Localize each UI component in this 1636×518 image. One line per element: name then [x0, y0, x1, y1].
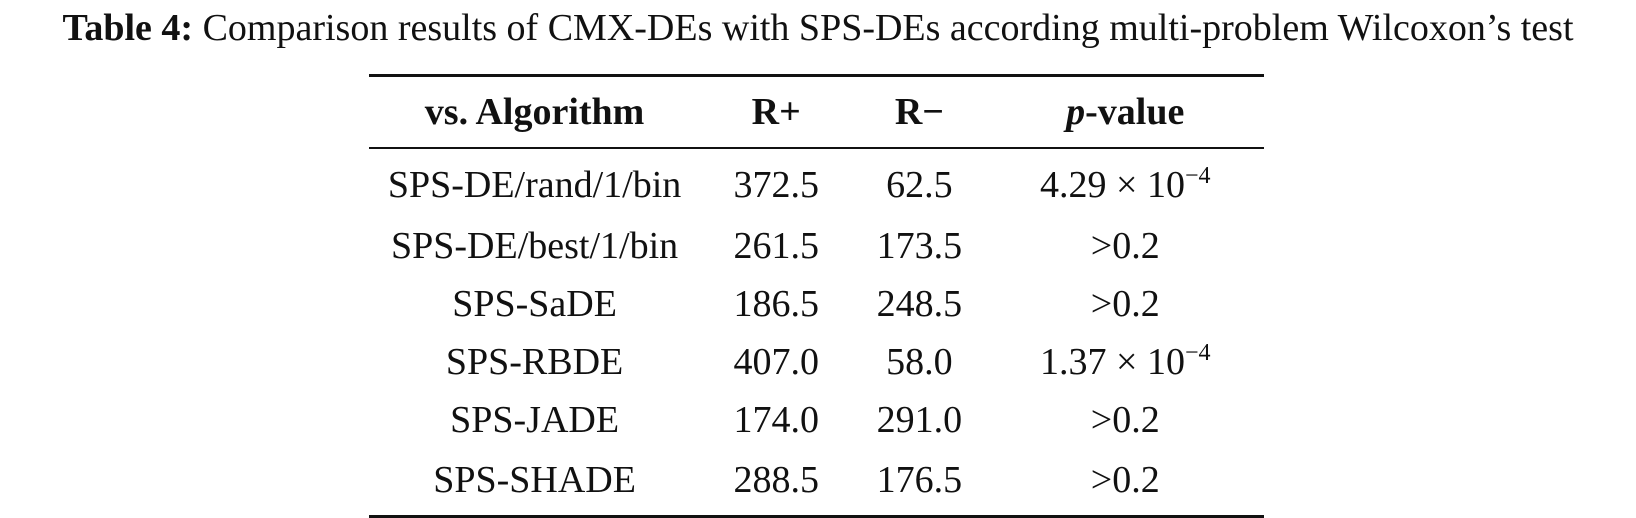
p-value-base: >0.2	[1090, 459, 1160, 501]
cell-r-plus: 372.5	[733, 164, 819, 206]
cell-r-minus: 62.5	[886, 164, 953, 206]
cell-p-value: >0.2	[987, 217, 1264, 275]
cell-r-minus: 58.0	[886, 341, 953, 383]
p-value-base: 4.29 × 10	[1040, 164, 1185, 206]
caption-text: Comparison results of CMX-DEs with SPS-D…	[202, 7, 1574, 49]
cell-p-value: 1.37 × 10−4	[987, 333, 1264, 391]
cell-r-plus: 288.5	[733, 459, 819, 501]
table-row: SPS-SaDE 186.5 248.5 >0.2	[369, 275, 1264, 333]
p-value-base: 1.37 × 10	[1040, 341, 1185, 383]
cell-r-plus: 186.5	[733, 283, 819, 325]
cell-p-value: >0.2	[987, 391, 1264, 449]
cell-algorithm: SPS-DE/best/1/bin	[390, 225, 679, 267]
header-r-plus: R+	[751, 91, 801, 133]
header-row: vs. Algorithm R+ R− p-value	[369, 75, 1264, 149]
header-algorithm: vs. Algorithm	[424, 91, 645, 133]
cell-algorithm: SPS-JADE	[450, 399, 620, 441]
table-row: SPS-SHADE 288.5 176.5 >0.2	[369, 449, 1264, 517]
cell-algorithm: SPS-DE/rand/1/bin	[387, 164, 682, 206]
header-p-value: p-value	[987, 76, 1264, 149]
table-row: SPS-DE/rand/1/bin 372.5 62.5 4.29 × 10−4	[369, 148, 1264, 217]
cell-r-plus: 174.0	[733, 399, 819, 441]
wilcoxon-results-table: vs. Algorithm R+ R− p-value SPS-DE/rand/…	[369, 74, 1264, 518]
header-r-minus: R−	[894, 91, 944, 133]
cell-r-minus: 291.0	[876, 399, 963, 441]
cell-r-minus: 248.5	[876, 283, 963, 325]
caption-label: Table 4:	[62, 7, 194, 49]
p-value-base: >0.2	[1090, 225, 1160, 267]
cell-r-plus: 261.5	[733, 225, 819, 267]
table-row: SPS-DE/best/1/bin 261.5 173.5 >0.2	[369, 217, 1264, 275]
p-value-base: >0.2	[1090, 283, 1160, 325]
cell-algorithm: SPS-SHADE	[433, 459, 636, 501]
header-p-rest: -value	[1085, 91, 1185, 133]
table-row: SPS-RBDE 407.0 58.0 1.37 × 10−4	[369, 333, 1264, 391]
table-caption: Table 4: Comparison results of CMX-DEs w…	[0, 6, 1636, 50]
cell-algorithm: SPS-SaDE	[452, 283, 617, 325]
header-p-italic: p	[1066, 91, 1086, 133]
cell-p-value: >0.2	[987, 275, 1264, 333]
results-table-container: vs. Algorithm R+ R− p-value SPS-DE/rand/…	[369, 74, 1264, 518]
cell-r-minus: 176.5	[876, 459, 963, 501]
cell-p-value: >0.2	[987, 449, 1264, 517]
p-value-base: >0.2	[1090, 399, 1160, 441]
p-value-exponent: −4	[1184, 340, 1211, 366]
cell-r-minus: 173.5	[876, 225, 963, 267]
table-row: SPS-JADE 174.0 291.0 >0.2	[369, 391, 1264, 449]
cell-r-plus: 407.0	[733, 341, 819, 383]
p-value-exponent: −4	[1184, 163, 1211, 189]
cell-p-value: 4.29 × 10−4	[987, 148, 1264, 217]
cell-algorithm: SPS-RBDE	[445, 341, 624, 383]
